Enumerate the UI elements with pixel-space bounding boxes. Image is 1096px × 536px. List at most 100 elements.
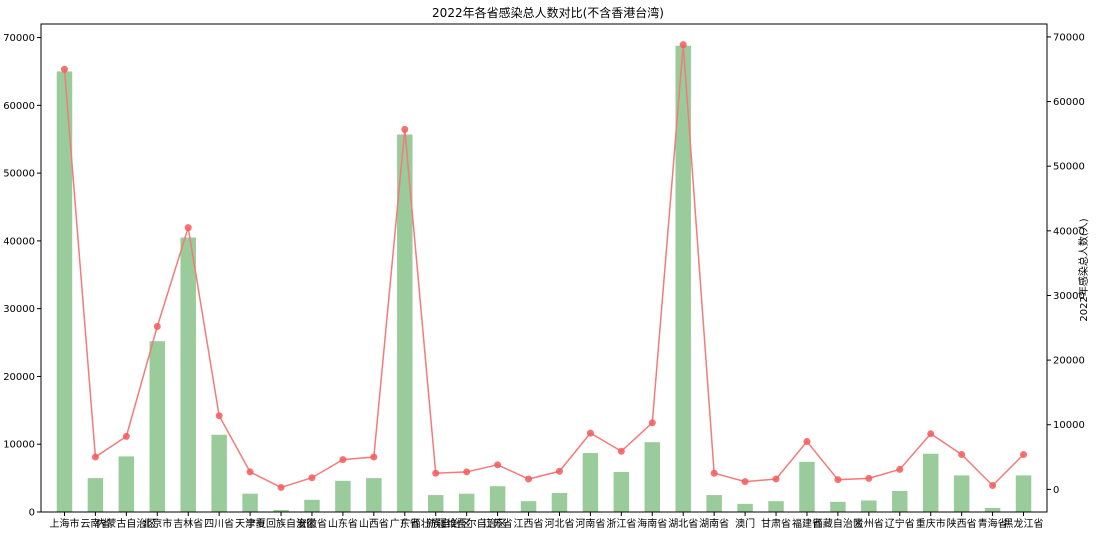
bar xyxy=(799,461,815,512)
x-tick-label: 广西壮族自治区 xyxy=(401,517,471,530)
series-point xyxy=(1020,450,1028,458)
series-point xyxy=(586,429,594,437)
bar xyxy=(304,499,320,512)
right-axis-label: 2022年感染总人数(人) xyxy=(1077,218,1090,321)
x-tick-label: 吉林省 xyxy=(173,517,203,530)
series-point xyxy=(153,322,161,330)
series-point xyxy=(525,475,533,483)
bar xyxy=(118,456,135,512)
left-tick-label: 70000 xyxy=(3,33,35,44)
x-tick-label: 内蒙古自治区 xyxy=(96,517,156,530)
x-tick-label: 浙江省 xyxy=(606,517,636,530)
x-tick-label: 上海市 xyxy=(49,517,79,530)
plot-frame xyxy=(40,23,1048,513)
x-tick-label: 北京市 xyxy=(142,517,172,530)
bar xyxy=(861,500,877,512)
bar xyxy=(892,490,908,512)
line-layer xyxy=(60,41,1028,491)
bar xyxy=(87,478,104,512)
bar xyxy=(427,495,444,512)
x-tick-label: 陕西省 xyxy=(947,517,977,530)
series-point xyxy=(246,468,254,476)
series-point xyxy=(834,476,842,484)
series-point xyxy=(927,430,935,438)
bar xyxy=(335,480,351,512)
right-tick-label: 0 xyxy=(1053,485,1059,496)
series-point xyxy=(617,447,625,455)
x-tick-label: 西藏自治区 xyxy=(813,517,863,530)
bars-layer xyxy=(56,45,1032,512)
x-tick-label: 湖南省 xyxy=(699,517,729,530)
right-tick-label: 20000 xyxy=(1053,356,1085,367)
x-tick-label: 河北省 xyxy=(544,517,574,530)
x-tick-label: 新疆维吾尔自治区 xyxy=(427,517,507,530)
series-point xyxy=(463,468,471,476)
bar xyxy=(1015,475,1032,512)
left-tick-label: 0 xyxy=(29,508,35,519)
bar xyxy=(397,134,413,512)
x-tick-label: 甘肃省 xyxy=(761,517,791,530)
series-point xyxy=(741,478,749,486)
x-tick-label: 云南省 xyxy=(80,517,110,530)
series-point xyxy=(308,474,316,482)
left-tick-label: 30000 xyxy=(3,304,35,315)
right-tick-label: 30000 xyxy=(1053,291,1085,302)
series-point xyxy=(122,432,130,440)
series-point xyxy=(91,453,99,461)
bar xyxy=(953,475,970,512)
left-tick-label: 10000 xyxy=(3,440,35,451)
series-point xyxy=(679,41,687,49)
x-tick-label: 山西省 xyxy=(359,517,389,530)
series-point xyxy=(494,461,502,469)
series-point xyxy=(958,450,966,458)
bar xyxy=(520,501,537,512)
x-tick-label: 福建省 xyxy=(792,517,822,530)
bar xyxy=(366,478,382,512)
bar xyxy=(582,453,599,512)
x-tick-label: 天津市 xyxy=(235,517,265,530)
series-point xyxy=(989,481,997,489)
bar xyxy=(551,493,568,512)
bar xyxy=(242,493,258,512)
bar xyxy=(56,71,73,512)
bar xyxy=(613,472,630,512)
series-point xyxy=(184,224,192,232)
x-tick-label: 湖北省 xyxy=(668,517,698,530)
x-tick-label: 江苏省 xyxy=(483,517,513,530)
x-tick-label: 辽宁省 xyxy=(885,517,915,530)
x-tick-label: 贵州省 xyxy=(854,517,884,530)
series-point xyxy=(710,469,718,477)
right-tick-label: 50000 xyxy=(1053,162,1085,173)
bar xyxy=(149,341,166,512)
x-tick-label: 四川省 xyxy=(204,517,234,530)
bar xyxy=(458,493,475,512)
right-tick-label: 60000 xyxy=(1053,97,1085,108)
series-point xyxy=(896,465,904,473)
series-line xyxy=(63,44,1025,489)
series-point xyxy=(648,419,656,427)
x-tick-label: 黑龙江省 xyxy=(1004,517,1044,530)
bar xyxy=(273,509,289,512)
bar xyxy=(180,237,196,512)
right-tick-label: 70000 xyxy=(1053,32,1085,43)
x-tick-label: 江西省 xyxy=(514,517,544,530)
series-point xyxy=(803,438,811,446)
right-tick-label: 40000 xyxy=(1053,226,1085,237)
bar xyxy=(737,503,753,512)
left-tick-label: 20000 xyxy=(3,372,35,383)
series-point xyxy=(215,412,223,420)
bar xyxy=(644,442,661,512)
series-point xyxy=(339,456,347,464)
axes-layer: 0 10000 20000 30000 40000 50000 60000 70000 0 100… xyxy=(3,23,1085,530)
bar xyxy=(706,495,722,512)
series-point xyxy=(865,474,873,482)
series-point xyxy=(555,467,563,475)
x-tick-label: 青海省 xyxy=(978,517,1008,530)
series-point xyxy=(432,469,440,477)
series-point xyxy=(772,475,780,483)
series-point xyxy=(401,125,409,133)
bar xyxy=(211,434,227,512)
x-tick-label: 山东省 xyxy=(328,517,358,530)
x-tick-label: 河南省 xyxy=(575,517,605,530)
